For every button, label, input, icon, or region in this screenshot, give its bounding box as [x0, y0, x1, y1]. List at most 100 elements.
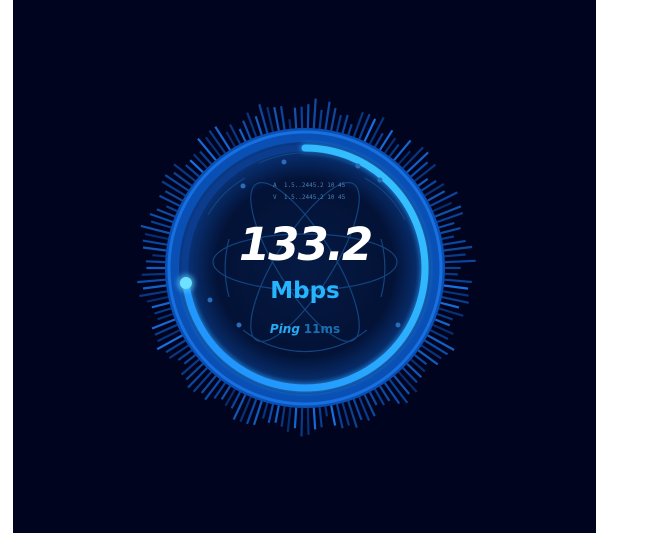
- spectrum-bar: [438, 307, 464, 317]
- spectrum-bar: [438, 221, 455, 229]
- spectrum-bar: [229, 123, 242, 145]
- spectrum-bar: [363, 118, 377, 142]
- spectrum-bar: [192, 153, 208, 169]
- spectrum-bar: [159, 194, 181, 207]
- ping-label: Ping: [269, 322, 300, 336]
- ping-readout: Ping 11ms: [130, 323, 480, 335]
- spectrum-bar: [204, 378, 222, 401]
- spectrum-bar: [429, 329, 449, 340]
- spectrum-bar: [165, 339, 186, 354]
- spectrum-bar: [341, 402, 351, 426]
- spectrum-bar: [156, 334, 183, 351]
- spectrum-bar: [444, 259, 476, 264]
- spectrum-bar: [352, 111, 364, 138]
- spectrum-bar: [139, 290, 168, 298]
- inner-decoration: [207, 152, 406, 353]
- spectrum-bar: [397, 150, 411, 165]
- spectrum-bar: [406, 151, 429, 174]
- spectrum-bar: [220, 385, 231, 400]
- spectrum-bar: [427, 190, 446, 202]
- spectrum-bar: [306, 407, 310, 435]
- spectrum-bar: [149, 212, 174, 224]
- audio-spectrum-ring: [137, 98, 476, 437]
- spectrum-bar: [388, 143, 400, 158]
- spectrum-bar: [168, 344, 190, 360]
- spectrum-bar: [347, 123, 353, 136]
- spectrum-bar: [164, 174, 190, 192]
- spectrum-bar: [432, 323, 454, 336]
- spectrum-bar: [368, 391, 378, 406]
- spectrum-bar: [374, 388, 385, 406]
- spectrum-bar: [184, 164, 200, 178]
- spectrum-bar: [293, 407, 298, 429]
- spectrum-bar: [156, 208, 176, 218]
- left-margin: [0, 0, 13, 533]
- download-address: A 1.5..2445.2 10 45: [273, 182, 346, 189]
- spectrum-bar: [442, 290, 469, 297]
- spectrum-bar: [441, 235, 455, 240]
- spectrum-bar: [173, 163, 196, 182]
- spectrum-bar: [161, 180, 186, 197]
- spectrum-bar: [157, 312, 174, 321]
- inner-dots: [207, 159, 401, 328]
- spectrum-bar: [417, 178, 429, 187]
- spectrum-bar: [157, 329, 181, 343]
- spectrum-bar: [177, 349, 193, 361]
- spectrum-bar: [246, 112, 258, 138]
- spectrum-bar: [444, 253, 466, 258]
- spectrum-bar: [280, 406, 286, 427]
- spectrum-bar: [393, 375, 411, 395]
- spectrum-bar: [324, 101, 331, 130]
- spectrum-bar: [224, 388, 236, 407]
- speed-unit: Mbps: [270, 278, 340, 304]
- spectrum-bar: [238, 128, 247, 142]
- spectrum-bar: [239, 396, 252, 423]
- spectrum-bar: [141, 272, 166, 276]
- spectrum-bar: [402, 146, 424, 169]
- spectrum-bar: [197, 137, 217, 161]
- spectrum-bar: [189, 159, 204, 173]
- spectrum-bar: [145, 260, 166, 264]
- spectrum-bar: [137, 278, 166, 284]
- spectrum-bar: [199, 150, 213, 165]
- spectrum-bar: [335, 114, 342, 132]
- spectrum-bar: [213, 382, 227, 400]
- spectrum-bar: [436, 211, 464, 224]
- spectrum-bar: [410, 161, 429, 178]
- spectrum-bar: [242, 120, 252, 140]
- spectrum-bar: [192, 371, 213, 393]
- spectrum-bar: [414, 354, 428, 366]
- ping-value: 11ms: [303, 322, 341, 336]
- spectrum-bar: [434, 318, 451, 327]
- spectrum-bar: [232, 394, 247, 420]
- spectrum-bar: [444, 272, 458, 276]
- spectrum-bar: [273, 106, 280, 131]
- spectrum-bar: [266, 106, 275, 132]
- spectrum-bar: [443, 245, 473, 252]
- spectrum-bar: [358, 113, 371, 140]
- spectrum-bar: [300, 407, 304, 437]
- spectrum-bar: [388, 378, 409, 404]
- spectrum-bar: [429, 191, 458, 207]
- spectrum-bar: [352, 398, 363, 421]
- spectrum-bar: [442, 239, 466, 246]
- spectrum-bar: [164, 190, 183, 202]
- spectrum-bar: [261, 402, 269, 419]
- spectrum-bar: [397, 371, 418, 393]
- spectrum-bar: [417, 349, 439, 366]
- spectrum-bar: [341, 114, 349, 134]
- spectrum-bar: [142, 239, 168, 246]
- spectrum-bar: [324, 406, 328, 417]
- spectrum-bar: [274, 405, 280, 423]
- spectrum-bar: [330, 405, 337, 426]
- spectrum-bar: [173, 171, 193, 187]
- spectrum-bar: [393, 139, 412, 161]
- spectrum-bar: [183, 354, 196, 365]
- spectrum-bar: [146, 296, 169, 303]
- spectrum-bar: [374, 132, 384, 148]
- spectrum-bar: [379, 385, 391, 402]
- spectrum-bar: [254, 115, 263, 136]
- spectrum-bar: [410, 358, 426, 373]
- spectrum-bar: [427, 334, 455, 351]
